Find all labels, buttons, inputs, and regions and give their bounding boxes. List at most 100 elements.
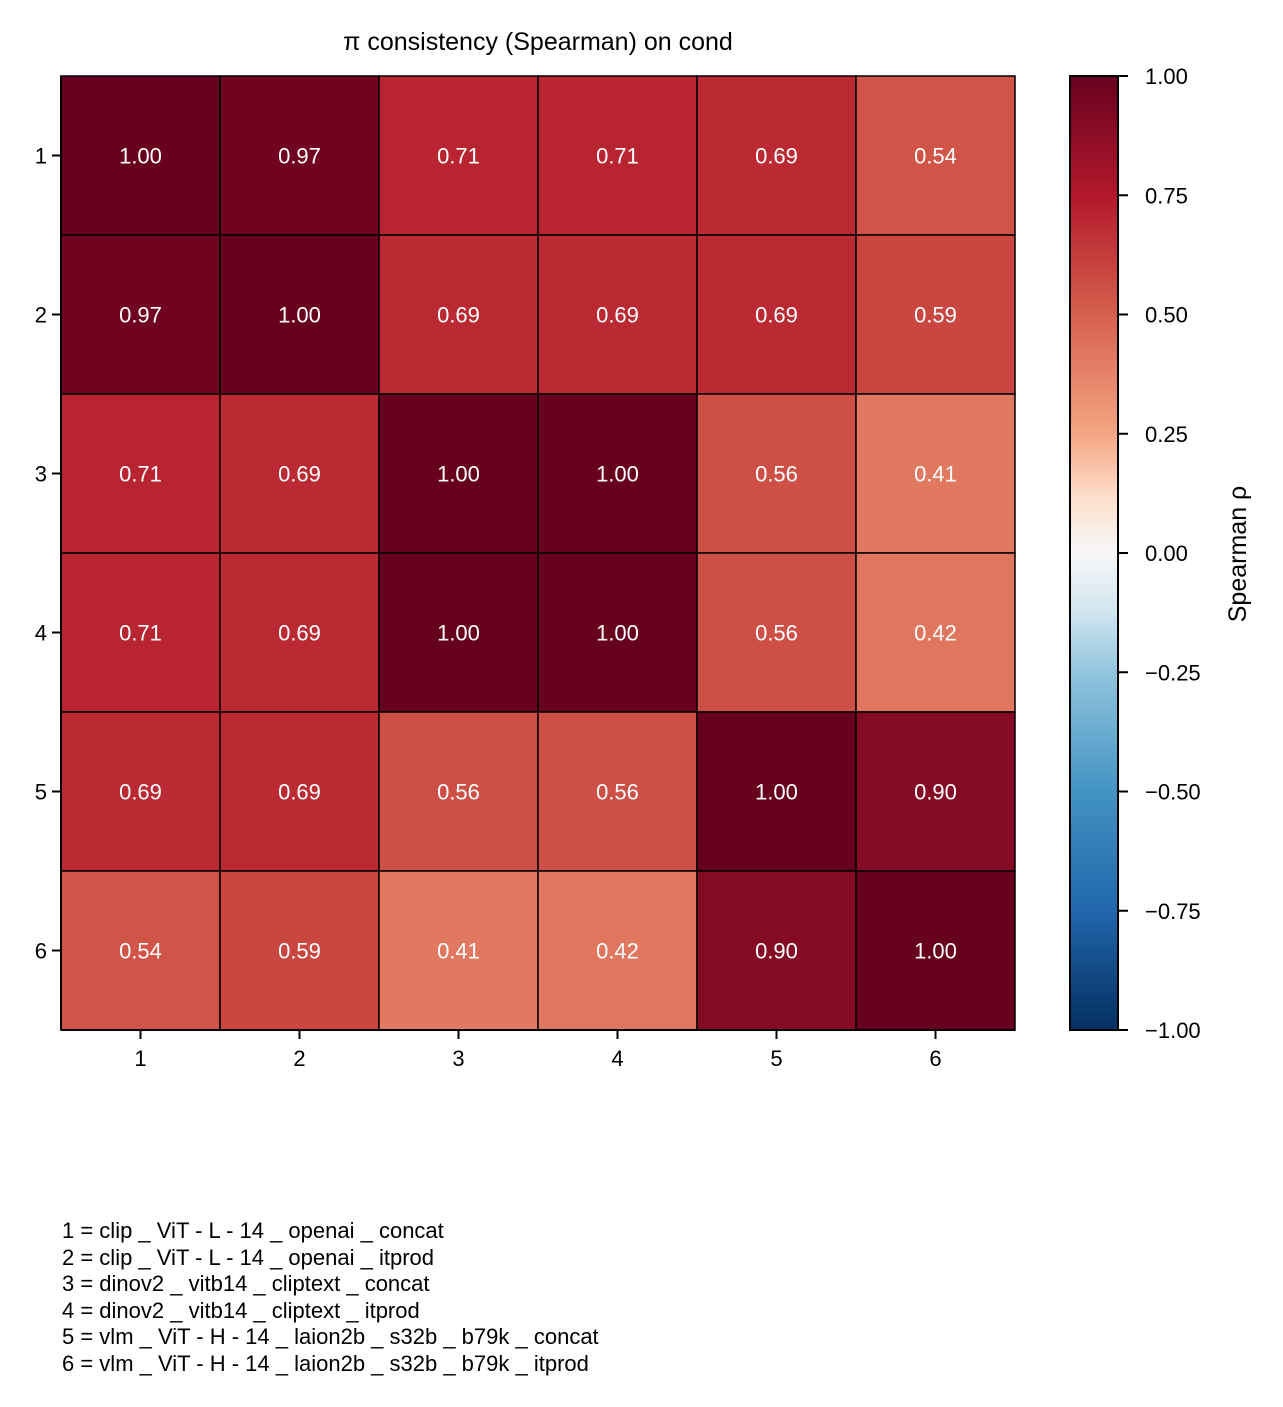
colorbar-gradient	[1069, 75, 1119, 1031]
colorbar-tick-label-6: −0.25	[1145, 660, 1201, 685]
cell-label-r2-c5: 0.69	[755, 303, 798, 328]
x-tick-label-4: 4	[611, 1046, 623, 1071]
heatmap-cell-r4-c1	[60, 552, 221, 713]
legend-entry-1: 1 = clip _ ViT - L - 14 _ openai _ conca…	[62, 1218, 444, 1243]
model-legend: 1 = clip _ ViT - L - 14 _ openai _ conca…	[62, 1218, 599, 1377]
cell-label-r1-c1: 1.00	[119, 144, 162, 169]
colorbar-tick-label-2: 0.75	[1145, 183, 1188, 208]
heatmap-cell-r5-c4	[537, 711, 698, 872]
x-tick-label-3: 3	[452, 1046, 464, 1071]
colorbar-tick-label-1: 1.00	[1145, 64, 1188, 89]
heatmap-cell-r6-c5	[696, 870, 857, 1031]
cell-label-r3-c1: 0.71	[119, 462, 162, 487]
heatmap-cell-r3-c2	[219, 393, 380, 554]
heatmap-cell-r1-c5	[696, 75, 857, 236]
heatmap-cell-r3-c5	[696, 393, 857, 554]
heatmap-cells	[60, 75, 1016, 1031]
heatmap-cell-labels: 1.00 0.97 0.71 0.71 0.69 0.54 0.97 1.00 0.69 0.69…	[119, 144, 957, 964]
x-tick-label-1: 1	[134, 1046, 146, 1071]
heatmap-cell-r1-c4	[537, 75, 698, 236]
heatmap-cell-r4-c2	[219, 552, 380, 713]
cell-label-r6-c5: 0.90	[755, 939, 798, 964]
y-tick-label-4: 4	[35, 621, 47, 646]
colorbar-tick-label-4: 0.25	[1145, 422, 1188, 447]
y-tick-label-3: 3	[35, 462, 47, 487]
cell-label-r4-c1: 0.71	[119, 621, 162, 646]
cell-label-r1-c5: 0.69	[755, 144, 798, 169]
cell-label-r4-c4: 1.00	[596, 621, 639, 646]
cell-label-r6-c1: 0.54	[119, 939, 162, 964]
colorbar-ticks: 1.00 0.75 0.50 0.25 0.00 −0.25 −0.50 −0.75 −1.00	[1118, 64, 1201, 1043]
heatmap-cell-r1-c2	[219, 75, 380, 236]
x-tick-label-2: 2	[293, 1046, 305, 1071]
cell-label-r6-c4: 0.42	[596, 939, 639, 964]
y-tick-label-1: 1	[35, 144, 47, 169]
cell-label-r6-c2: 0.59	[278, 939, 321, 964]
x-tick-label-5: 5	[770, 1046, 782, 1071]
heatmap-cell-r3-c6	[855, 393, 1016, 554]
cell-label-r3-c4: 1.00	[596, 462, 639, 487]
y-tick-label-2: 2	[35, 303, 47, 328]
cell-label-r5-c6: 0.90	[914, 780, 957, 805]
x-axis: 1 2 3 4 5 6	[61, 1029, 1015, 1071]
heatmap-cell-r2-c6	[855, 234, 1016, 395]
colorbar-tick-label-8: −0.75	[1145, 899, 1201, 924]
heatmap-cell-r1-c1	[60, 75, 221, 236]
heatmap-cell-r2-c2	[219, 234, 380, 395]
y-tick-label-6: 6	[35, 939, 47, 964]
heatmap-cell-r2-c4	[537, 234, 698, 395]
legend-entry-4: 4 = dinov2 _ vitb14 _ cliptext _ itprod	[62, 1297, 420, 1323]
cell-label-r4-c6: 0.42	[914, 621, 957, 646]
legend-entry-2: 2 = clip _ ViT - L - 14 _ openai _ itpro…	[62, 1244, 434, 1270]
legend-entry-6: 6 = vlm _ ViT - H - 14 _ laion2b _ s32b …	[62, 1350, 589, 1376]
heatmap-cell-r4-c4	[537, 552, 698, 713]
cell-label-r5-c3: 0.56	[437, 780, 480, 805]
heatmap-cell-r6-c6	[855, 870, 1016, 1031]
chart-title: π consistency (Spearman) on cond	[343, 28, 733, 56]
heatmap-cell-r5-c5	[696, 711, 857, 872]
cell-label-r3-c2: 0.69	[278, 462, 321, 487]
cell-label-r1-c6: 0.54	[914, 144, 957, 169]
legend-entry-5: 5 = vlm _ ViT - H - 14 _ laion2b _ s32b …	[62, 1324, 599, 1349]
legend-entry-3: 3 = dinov2 _ vitb14 _ cliptext _ concat	[62, 1271, 430, 1296]
cell-label-r5-c4: 0.56	[596, 780, 639, 805]
heatmap-cell-r5-c3	[378, 711, 539, 872]
cell-label-r5-c2: 0.69	[278, 780, 321, 805]
heatmap-cell-r4-c3	[378, 552, 539, 713]
cell-label-r5-c5: 1.00	[755, 780, 798, 805]
cell-label-r2-c3: 0.69	[437, 303, 480, 328]
colorbar-tick-label-3: 0.50	[1145, 303, 1188, 328]
heatmap-cell-r1-c3	[378, 75, 539, 236]
heatmap-cell-r4-c5	[696, 552, 857, 713]
colorbar-tick-label-7: −0.50	[1145, 780, 1201, 805]
cell-label-r5-c1: 0.69	[119, 780, 162, 805]
y-tick-label-5: 5	[35, 780, 47, 805]
colorbar-tick-label-9: −1.00	[1145, 1018, 1201, 1043]
heatmap-cell-r5-c6	[855, 711, 1016, 872]
cell-label-r3-c5: 0.56	[755, 462, 798, 487]
cell-label-r2-c2: 1.00	[278, 303, 321, 328]
cell-label-r6-c6: 1.00	[914, 939, 957, 964]
cell-label-r4-c3: 1.00	[437, 621, 480, 646]
cell-label-r1-c4: 0.71	[596, 144, 639, 169]
cell-label-r2-c6: 0.59	[914, 303, 957, 328]
cell-label-r1-c2: 0.97	[278, 144, 321, 169]
colorbar-tick-label-5: 0.00	[1145, 541, 1188, 566]
cell-label-r4-c5: 0.56	[755, 621, 798, 646]
heatmap-cell-r5-c1	[60, 711, 221, 872]
cell-label-r2-c1: 0.97	[119, 303, 162, 328]
cell-label-r4-c2: 0.69	[278, 621, 321, 646]
x-tick-label-6: 6	[929, 1046, 941, 1071]
cell-label-r2-c4: 0.69	[596, 303, 639, 328]
heatmap-cell-r3-c4	[537, 393, 698, 554]
cell-label-r3-c6: 0.41	[914, 462, 957, 487]
heatmap-cell-r3-c3	[378, 393, 539, 554]
heatmap-cell-r4-c6	[855, 552, 1016, 713]
heatmap-cell-r1-c6	[855, 75, 1016, 236]
colorbar-label: Spearman ρ	[1224, 486, 1252, 623]
cell-label-r1-c3: 0.71	[437, 144, 480, 169]
heatmap-cell-r3-c1	[60, 393, 221, 554]
cell-label-r3-c3: 1.00	[437, 462, 480, 487]
heatmap-cell-r6-c1	[60, 870, 221, 1031]
